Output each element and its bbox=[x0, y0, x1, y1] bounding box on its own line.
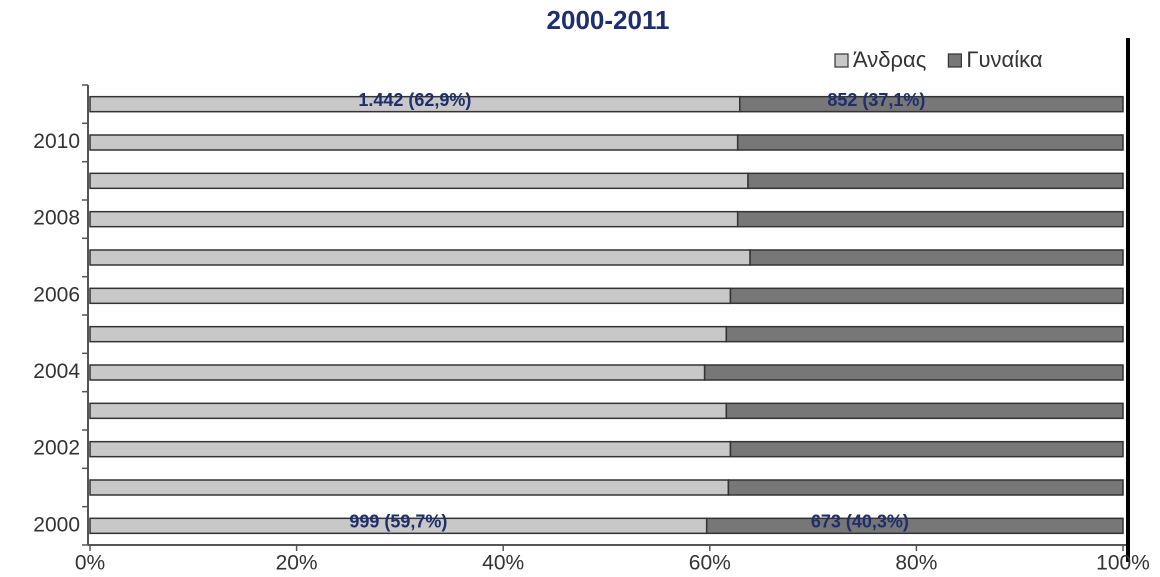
bar-segment bbox=[729, 287, 1124, 305]
bar-segment bbox=[89, 172, 749, 190]
bar-segment bbox=[89, 402, 728, 420]
bar-segment bbox=[89, 440, 732, 458]
legend-label: Γυναίκα bbox=[966, 47, 1042, 72]
bar-segment bbox=[736, 210, 1124, 228]
value-label: 1.442 (62,9%) bbox=[358, 90, 471, 110]
bar-segment bbox=[725, 325, 1124, 343]
y-tick-label: 2006 bbox=[33, 283, 80, 306]
bar-segment bbox=[89, 249, 751, 266]
bar-segment bbox=[89, 287, 732, 305]
y-tick-label: 2004 bbox=[33, 360, 80, 383]
y-tick-label: 2000 bbox=[33, 513, 80, 536]
x-tick-label: 0% bbox=[75, 552, 105, 575]
bar-segment bbox=[736, 134, 1124, 151]
bar-segment bbox=[725, 402, 1124, 420]
y-tick-label: 2008 bbox=[33, 207, 80, 230]
x-tick-label: 40% bbox=[482, 552, 524, 575]
x-tick-label: 60% bbox=[689, 552, 731, 575]
bar-segment bbox=[703, 364, 1124, 381]
y-tick-label: 2002 bbox=[33, 437, 80, 460]
chart-title: 2000-2011 bbox=[547, 5, 670, 35]
y-tick-label: 2010 bbox=[33, 130, 80, 153]
bar-segment bbox=[739, 95, 1124, 113]
bar-segment bbox=[89, 210, 739, 228]
value-label: 673 (40,3%) bbox=[811, 512, 909, 532]
legend-label: Άνδρας bbox=[853, 47, 926, 72]
bar-segment bbox=[749, 249, 1124, 266]
bar-segment bbox=[729, 440, 1124, 458]
value-label: 999 (59,7%) bbox=[349, 512, 447, 532]
x-tick-label: 20% bbox=[276, 552, 318, 575]
value-label: 852 (37,1%) bbox=[827, 90, 925, 110]
x-tick-label: 80% bbox=[895, 552, 937, 575]
bar-segment bbox=[89, 325, 728, 343]
bar-segment bbox=[727, 479, 1124, 496]
bar-segment bbox=[89, 134, 739, 151]
bar-segment bbox=[89, 479, 730, 496]
x-tick-label: 100% bbox=[1096, 552, 1150, 575]
bar-segment bbox=[747, 172, 1124, 190]
legend-swatch bbox=[834, 53, 849, 68]
bar-segment bbox=[89, 364, 706, 381]
legend-swatch bbox=[947, 53, 962, 68]
bar-segment bbox=[705, 517, 1124, 535]
